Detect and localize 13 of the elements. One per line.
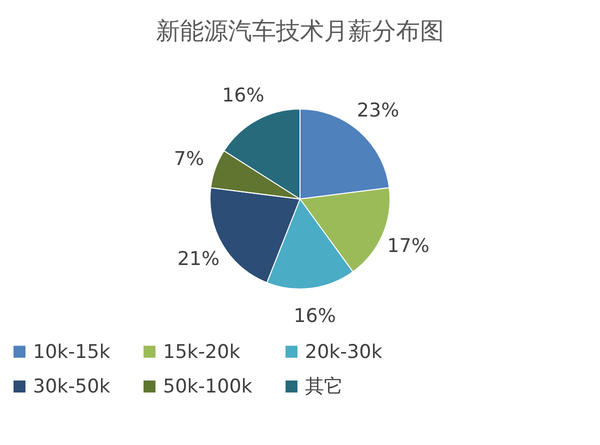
legend-label: 15k-20k [163, 340, 240, 363]
legend-label: 其它 [305, 376, 343, 398]
legend-label: 50k-100k [163, 376, 252, 398]
data-label: 16% [294, 305, 336, 328]
legend-label: 20k-30k [305, 340, 382, 363]
legend-label: 10k-15k [33, 340, 110, 363]
data-label: 17% [387, 234, 430, 257]
chart-title: 新能源汽车技术月薪分布图 [156, 17, 444, 45]
legend-label: 30k-50k [33, 376, 110, 398]
data-label: 7% [174, 148, 204, 170]
data-label: 16% [222, 84, 264, 107]
data-label: 21% [177, 248, 220, 270]
data-label: 23% [356, 99, 400, 122]
